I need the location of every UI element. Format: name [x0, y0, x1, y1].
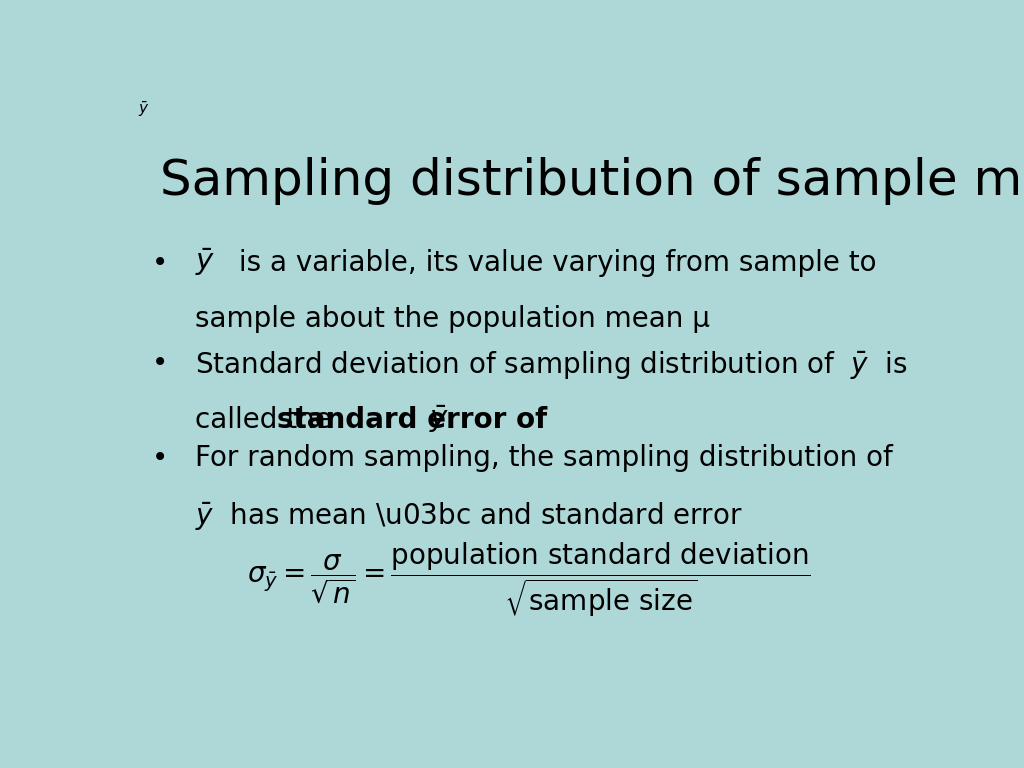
- Text: Sampling distribution of sample mean: Sampling distribution of sample mean: [160, 157, 1024, 205]
- Text: Standard deviation of sampling distribution of  $\bar{y}$  is: Standard deviation of sampling distribut…: [196, 349, 908, 382]
- Text: •: •: [152, 444, 168, 472]
- Text: standard error of: standard error of: [278, 406, 548, 434]
- Text: sample about the population mean μ: sample about the population mean μ: [196, 305, 711, 333]
- Text: is a variable, its value varying from sample to: is a variable, its value varying from sa…: [230, 249, 877, 277]
- Text: •: •: [152, 249, 168, 277]
- Text: $\bar{y}$: $\bar{y}$: [137, 100, 150, 119]
- Text: For random sampling, the sampling distribution of: For random sampling, the sampling distri…: [196, 444, 893, 472]
- Text: $\sigma_{\bar{y}} = \dfrac{\sigma}{\sqrt{n}} = \dfrac{\mathrm{population\ standa: $\sigma_{\bar{y}} = \dfrac{\sigma}{\sqrt…: [247, 541, 811, 619]
- Text: $\bar{y}$: $\bar{y}$: [196, 246, 216, 278]
- Text: $\bar{y}$  has mean \u03bc and standard error: $\bar{y}$ has mean \u03bc and standard e…: [196, 500, 743, 532]
- Text: called the: called the: [196, 406, 341, 434]
- Text: $\bar{y}$: $\bar{y}$: [411, 403, 449, 435]
- Text: •: •: [152, 349, 168, 377]
